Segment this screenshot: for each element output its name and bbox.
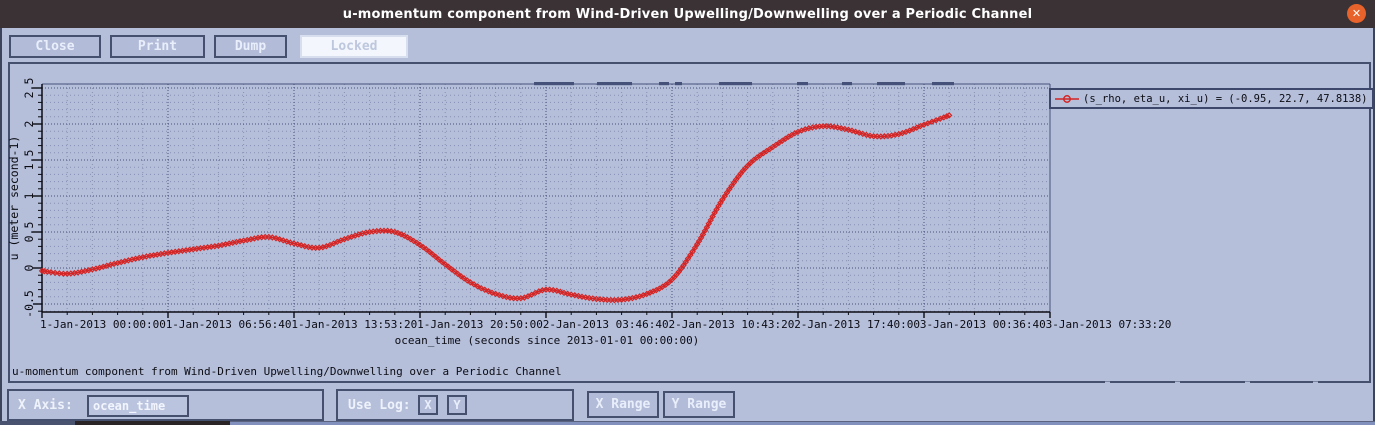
locked-toggle-button[interactable]: Locked	[300, 35, 408, 58]
legend-label: (s_rho, eta_u, xi_u) = (-0.95, 22.7, 47.…	[1083, 92, 1368, 105]
bottom-edge-strip	[0, 421, 1375, 425]
plot-annotation: u-momentum component from Wind-Driven Up…	[12, 365, 562, 378]
close-button[interactable]: Close	[9, 35, 101, 58]
close-icon: ✕	[1351, 7, 1362, 20]
legend-marker-icon	[1055, 94, 1079, 103]
bottom-edge-line	[230, 421, 1375, 422]
dump-button[interactable]: Dump	[214, 35, 287, 58]
bottom-edge-segment	[75, 421, 230, 425]
x-axis-panel: X Axis:	[7, 389, 324, 421]
window-title: u-momentum component from Wind-Driven Up…	[342, 6, 1033, 22]
print-button[interactable]: Print	[110, 35, 205, 58]
y-range-button[interactable]: Y Range	[663, 391, 735, 418]
x-axis-input[interactable]	[87, 395, 189, 417]
window-close-button[interactable]: ✕	[1347, 4, 1366, 23]
x-range-button[interactable]: X Range	[587, 391, 659, 418]
chart-frame	[8, 62, 1371, 383]
bottom-edge-segment	[0, 421, 75, 425]
x-axis-label: X Axis:	[18, 398, 73, 413]
use-log-label: Use Log:	[348, 398, 411, 413]
window-titlebar: u-momentum component from Wind-Driven Up…	[0, 0, 1375, 28]
plot-legend: (s_rho, eta_u, xi_u) = (-0.95, 22.7, 47.…	[1049, 88, 1375, 109]
use-log-panel: Use Log: X Y	[336, 389, 574, 421]
log-x-button[interactable]: X	[418, 395, 438, 415]
log-y-button[interactable]: Y	[447, 395, 467, 415]
